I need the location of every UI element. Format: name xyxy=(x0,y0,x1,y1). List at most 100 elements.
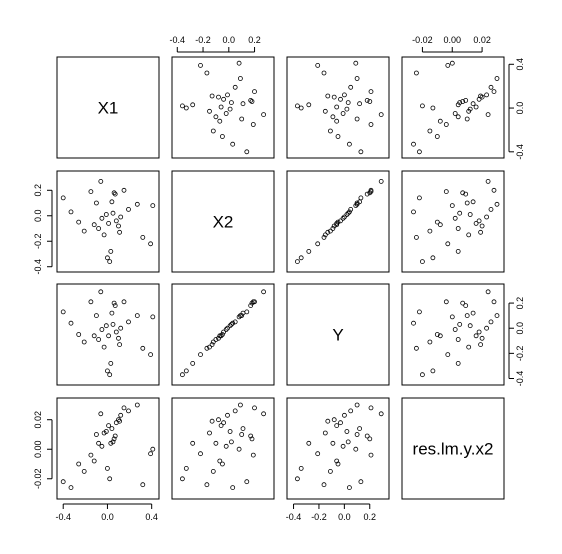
panel-Y-res.lm.y.x2 xyxy=(401,283,505,386)
data-point xyxy=(368,452,374,458)
tick-label: -0.2 xyxy=(195,35,211,45)
data-point xyxy=(221,96,227,102)
data-point xyxy=(338,96,343,102)
data-point xyxy=(466,232,472,238)
data-point xyxy=(348,408,354,414)
data-point xyxy=(223,111,229,116)
data-point xyxy=(466,344,472,350)
data-point xyxy=(445,352,451,358)
data-point xyxy=(354,201,360,207)
data-point xyxy=(325,418,331,424)
data-point xyxy=(134,313,140,319)
panel-res.lm.y.x2-res.lm.y.x2: res.lm.y.x2 xyxy=(401,397,505,500)
data-point xyxy=(239,116,245,122)
variable-label-X1: X1 xyxy=(98,99,119,118)
data-point xyxy=(455,337,461,342)
data-point xyxy=(213,114,219,120)
data-point xyxy=(325,93,331,99)
data-point xyxy=(113,218,119,224)
data-point xyxy=(457,100,463,105)
data-point xyxy=(340,215,346,221)
data-point xyxy=(494,76,500,81)
data-point xyxy=(460,190,466,196)
axis-X1-bottom: -0.4 0.0 0.4 xyxy=(55,503,158,522)
panel-X2-res.lm.y.x2 xyxy=(401,170,505,273)
data-point xyxy=(110,439,116,445)
data-point xyxy=(150,446,156,452)
tick-label: -0.4 xyxy=(515,371,525,387)
tick-label: 0.2 xyxy=(363,512,376,522)
data-point xyxy=(134,402,140,408)
data-point xyxy=(443,122,449,127)
data-point xyxy=(367,99,373,104)
data-point xyxy=(126,408,131,414)
data-point xyxy=(261,112,267,117)
data-point xyxy=(354,116,360,122)
data-point xyxy=(121,405,127,411)
panel-frame xyxy=(401,170,505,273)
data-point xyxy=(252,89,257,94)
data-point xyxy=(413,234,419,240)
tick-label: 0.0 xyxy=(338,512,351,522)
data-point xyxy=(219,332,225,337)
tick-label: -0.4 xyxy=(515,144,525,160)
data-point xyxy=(331,417,337,423)
data-point xyxy=(452,215,458,221)
tick-label: 0.2 xyxy=(33,184,43,197)
data-point xyxy=(91,222,97,228)
data-point xyxy=(484,92,490,98)
data-point xyxy=(430,105,436,111)
data-point xyxy=(225,412,230,418)
data-point xyxy=(315,63,321,68)
data-point xyxy=(117,229,122,235)
data-point xyxy=(210,128,216,134)
data-point xyxy=(357,101,363,107)
panel-frame xyxy=(56,397,160,500)
data-point xyxy=(340,111,346,116)
data-point xyxy=(240,426,246,432)
data-point xyxy=(348,84,354,90)
data-point xyxy=(183,105,189,111)
panel-Y-Y: Y xyxy=(286,283,390,386)
data-point xyxy=(367,190,373,196)
data-point xyxy=(140,234,146,240)
data-point xyxy=(108,248,114,254)
data-point xyxy=(110,210,116,216)
axis-X2-left: -0.4 -0.2 0.0 0.2 xyxy=(33,184,53,274)
tick-label: 0.4 xyxy=(515,58,525,71)
data-point xyxy=(198,451,203,457)
data-point xyxy=(494,313,500,319)
data-point xyxy=(240,310,246,316)
data-point xyxy=(488,206,494,212)
data-point xyxy=(484,325,490,331)
data-point xyxy=(223,443,229,449)
data-point xyxy=(111,436,117,442)
data-point xyxy=(345,100,351,105)
data-point xyxy=(216,417,221,423)
data-point xyxy=(109,426,115,432)
data-point xyxy=(452,111,458,116)
data-point xyxy=(99,443,105,449)
data-point xyxy=(76,461,82,467)
panel-res.lm.y.x2-X1 xyxy=(56,397,160,500)
data-point xyxy=(98,289,104,295)
data-point xyxy=(484,214,490,220)
data-point xyxy=(427,339,433,345)
data-point xyxy=(491,299,497,305)
tick-label: 0.0 xyxy=(515,102,525,115)
data-point xyxy=(150,314,156,320)
data-point xyxy=(126,206,131,212)
tick-label: 0.2 xyxy=(515,297,525,310)
data-point xyxy=(111,190,117,196)
data-point xyxy=(413,70,419,76)
data-point xyxy=(218,104,224,110)
data-point xyxy=(216,94,221,100)
data-point xyxy=(91,333,97,339)
panel-frame xyxy=(56,283,160,386)
data-point xyxy=(378,178,384,184)
data-point xyxy=(327,228,333,234)
panel-Y-X2 xyxy=(171,283,275,386)
data-point xyxy=(430,368,436,374)
data-point xyxy=(476,329,482,335)
